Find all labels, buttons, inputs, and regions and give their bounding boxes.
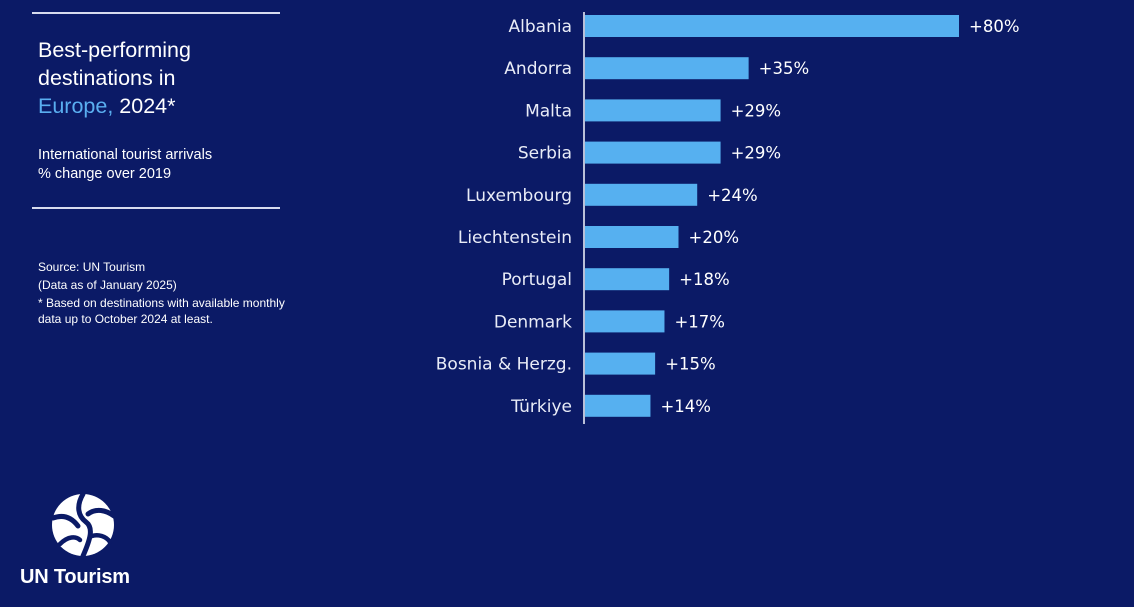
value-label: +18% <box>679 270 730 289</box>
category-label: Bosnia & Herzg. <box>436 355 572 375</box>
title-accent: Europe, <box>38 94 114 118</box>
bar <box>585 226 679 248</box>
bar <box>585 15 959 37</box>
bar <box>585 141 721 164</box>
logo-text: UN Tourism <box>20 566 130 588</box>
bar <box>585 268 670 291</box>
title-line-3: Europe, 2024* <box>38 92 278 120</box>
bar <box>585 394 651 417</box>
un-tourism-logo: UN Tourism <box>20 492 145 592</box>
title-year: 2024* <box>113 94 176 118</box>
value-label: +17% <box>674 312 725 331</box>
value-label: +15% <box>665 355 716 374</box>
bar <box>585 183 698 206</box>
value-label: +29% <box>731 144 782 163</box>
top-divider <box>32 12 280 14</box>
source-text: Source: UN Tourism <box>38 260 146 274</box>
bar <box>585 57 749 80</box>
category-label: Albania <box>509 17 572 37</box>
category-label: Malta <box>525 101 572 121</box>
middle-divider <box>32 207 280 209</box>
category-label: Liechtenstein <box>458 228 572 248</box>
category-label: Luxembourg <box>466 186 572 206</box>
category-label: Türkiye <box>510 397 572 417</box>
value-label: +80% <box>969 17 1020 36</box>
category-label: Serbia <box>518 144 572 164</box>
footnote-text: * Based on destinations with available m… <box>38 296 285 326</box>
category-label: Andorra <box>504 59 572 79</box>
value-label: +29% <box>731 101 782 120</box>
title-line-1: Best-performing <box>38 38 191 62</box>
subtitle-line-1: International tourist arrivals <box>38 147 213 163</box>
data-date-text: (Data as of January 2025) <box>38 277 177 292</box>
bar <box>585 310 665 333</box>
page-title: Best-performing destinations in Europe, … <box>38 36 278 120</box>
value-label: +20% <box>689 228 740 247</box>
value-label: +24% <box>707 186 758 205</box>
un-tourism-globe-icon <box>50 492 116 558</box>
bar <box>585 352 656 375</box>
category-label: Portugal <box>502 270 572 290</box>
subtitle-line-2: % change over 2019 <box>38 165 172 182</box>
source-notes: Source: UN Tourism (Data as of January 2… <box>38 259 288 327</box>
category-label: Denmark <box>494 312 572 332</box>
value-label: +14% <box>660 397 711 416</box>
chart-subtitle: International tourist arrivals % change … <box>38 146 278 183</box>
bar <box>585 99 721 122</box>
value-label: +35% <box>759 59 810 78</box>
title-line-2: destinations in <box>38 66 176 90</box>
